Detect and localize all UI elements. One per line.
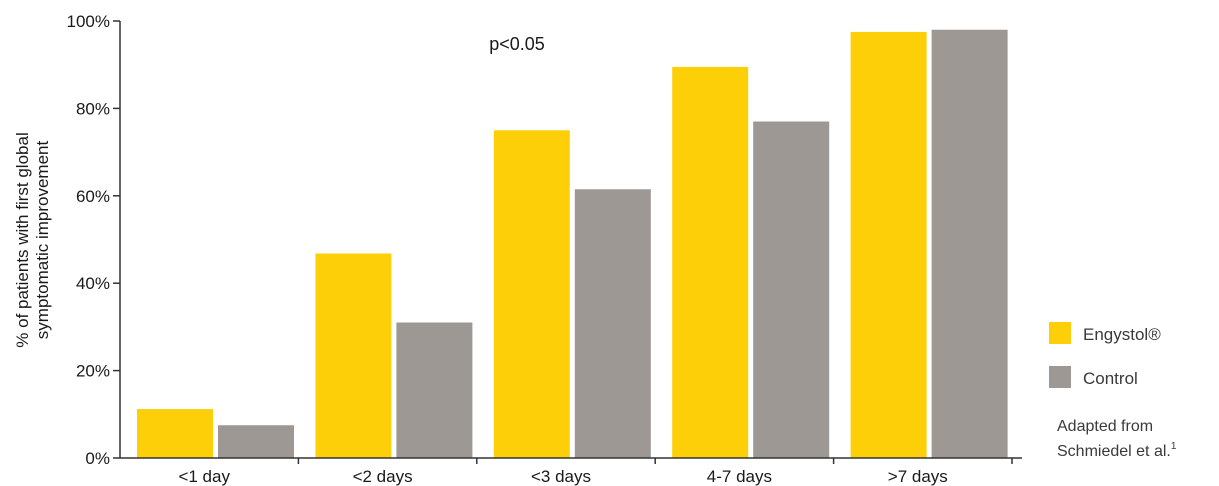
bar-engystol — [672, 66, 749, 458]
bar-control — [218, 425, 294, 458]
bar-control — [931, 29, 1008, 459]
source-line-2: Schmiedel et al.1 — [1057, 441, 1177, 460]
bar-engystol — [850, 31, 927, 459]
source-line-1: Adapted from — [1057, 418, 1153, 435]
source-author: Schmiedel et al. — [1057, 443, 1171, 460]
x-tick-label: <1 day — [178, 467, 230, 486]
legend-swatch-control — [1049, 366, 1071, 388]
bar-control — [396, 322, 473, 458]
legend-swatch-engystol — [1049, 322, 1071, 344]
y-tick-label: 40% — [76, 274, 110, 293]
x-tick-label: <2 days — [353, 467, 413, 486]
source-ref-superscript: 1 — [1171, 441, 1177, 452]
y-axis-label-line2: symptomatic improvement — [33, 141, 52, 340]
bar-control — [753, 121, 830, 458]
legend-label-control: Control — [1083, 369, 1138, 388]
x-axis: <1 day <2 days <3 days 4-7 days >7 days — [120, 457, 1022, 486]
y-tick-label: 60% — [76, 187, 110, 206]
bars — [137, 29, 1008, 459]
x-tick-label: 4-7 days — [707, 467, 772, 486]
bar-engystol — [493, 130, 570, 458]
legend-label-engystol: Engystol® — [1083, 325, 1161, 344]
legend: Engystol® Control — [1049, 322, 1161, 388]
bar-engystol — [315, 253, 392, 458]
bar-control — [574, 189, 651, 458]
y-tick-label: 80% — [76, 99, 110, 118]
source-note: Adapted from Schmiedel et al.1 — [1057, 418, 1177, 460]
y-axis-label-line1: % of patients with first global — [13, 132, 32, 347]
significance-annotation: p<0.05 — [489, 34, 545, 54]
bar-engystol — [137, 409, 213, 458]
x-tick-label: >7 days — [888, 467, 948, 486]
y-tick-label: 100% — [67, 12, 110, 31]
y-tick-label: 0% — [85, 449, 110, 468]
y-tick-label: 20% — [76, 362, 110, 381]
x-tick-label: <3 days — [531, 467, 591, 486]
y-axis: 0% 20% 40% 60% 80% 100% — [67, 12, 121, 468]
